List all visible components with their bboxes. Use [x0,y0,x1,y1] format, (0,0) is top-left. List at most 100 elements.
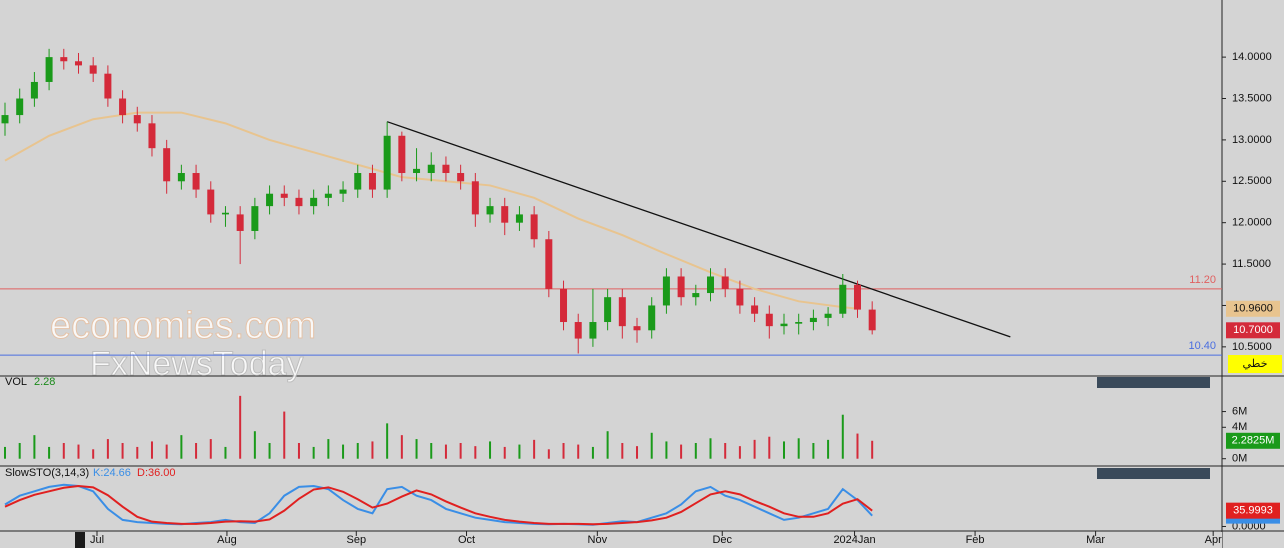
candle-body [486,206,494,215]
time-axis [75,532,1222,548]
volume-bar [636,446,639,459]
candle-body [736,288,744,306]
watermark: FxNewsToday [90,345,304,383]
candle-body [692,293,700,298]
volume-bar [753,439,756,459]
panel-title: SlowSTO(3,14,3) [5,467,89,479]
volume-bar [48,446,51,459]
y-tick-label: 13.5000 [1232,92,1272,104]
candle-body [501,206,509,223]
volume-bar [283,411,286,459]
candle-body [280,193,288,198]
candle-body [368,173,376,190]
y-tick-label: 12.5000 [1232,175,1272,187]
moving-average [4,111,858,310]
candle-body [545,239,553,289]
volume-bar [782,441,785,459]
level-label: 10.40 [1188,340,1216,352]
y-tick-label: 4M [1232,421,1247,433]
volume-bar [312,446,315,459]
candle-body [236,214,244,231]
volume-bar [797,438,800,459]
volume-bar [621,443,624,459]
chart-type-button[interactable] [1228,355,1282,373]
y-tick-label: 0M [1232,453,1247,465]
candle-body [383,135,391,190]
volume-bar [209,439,212,459]
candle-body [119,98,127,116]
candle-body [60,57,68,62]
volume-bar [606,431,609,459]
trendline [386,121,1011,338]
volume-bar [180,435,183,459]
volume-bar [474,446,477,459]
volume-bar [92,449,95,459]
last-value-tag [1226,502,1280,519]
oscillator-line [4,485,873,526]
volume-bar [489,441,492,459]
last-value-label: 2.2825M [1232,435,1275,447]
volume-bar [709,438,712,459]
volume-bar [680,444,683,459]
panel-title: VOL [5,376,27,388]
volume-bar [327,439,330,459]
candle-body [16,98,24,116]
candle-body [1,115,9,124]
candle-body [765,313,773,327]
volume-bar [562,443,565,459]
candle-body [560,288,568,323]
candle-body [104,73,112,99]
volume-bar [268,443,271,459]
candle-body [618,297,626,327]
volume-bar [459,443,462,459]
volume-bar [371,441,374,459]
candle-body [398,135,406,174]
volume-bar [400,435,403,459]
volume-bar [239,395,242,459]
last-value-tag [1226,322,1280,339]
candle-body [633,326,641,331]
candle-body [148,123,156,149]
candle-body [471,181,479,215]
candle-body [604,297,612,323]
candle-body [853,284,861,310]
candle-body [324,193,332,198]
chart-type-button-label[interactable]: خطي [1243,358,1268,370]
volume-bar [18,443,21,459]
volume-bar [62,443,65,459]
y-tick-label: 14.0000 [1232,51,1272,63]
volume-bar [547,449,550,459]
volume-bar [430,443,433,459]
volume-bar [577,444,580,459]
candle-body [163,148,171,182]
x-tick-label: Aug [217,534,237,546]
volume-bar [106,439,109,459]
price-axis-bg [1222,0,1284,548]
candle-body [824,313,832,318]
candle-body [530,214,538,240]
x-tick-label: Mar [1086,534,1105,546]
candle-body [221,212,229,215]
volume-bar [533,439,536,459]
candle-body [721,276,729,289]
candle-body [868,309,876,331]
volume-bar [591,446,594,459]
volume-bar [3,446,6,459]
volume-bar [650,432,653,459]
last-value-tag [1226,432,1280,449]
volume-bar [694,443,697,459]
panel-toolbar[interactable] [1097,377,1210,388]
volume-bar [738,446,741,459]
time-axis-marker [75,532,85,548]
volume-bar [356,443,359,459]
y-tick-label: 11.5000 [1232,258,1271,270]
x-tick-label: Jul [90,534,104,546]
candle-body [30,81,38,99]
candle-body [413,168,421,174]
legend-k: K:24.66 [93,467,131,479]
panel-toolbar[interactable] [1097,468,1210,479]
candle-body [648,305,656,331]
x-tick-label: Oct [458,534,475,546]
candle-body [707,276,715,294]
oscillator-line [4,483,873,526]
